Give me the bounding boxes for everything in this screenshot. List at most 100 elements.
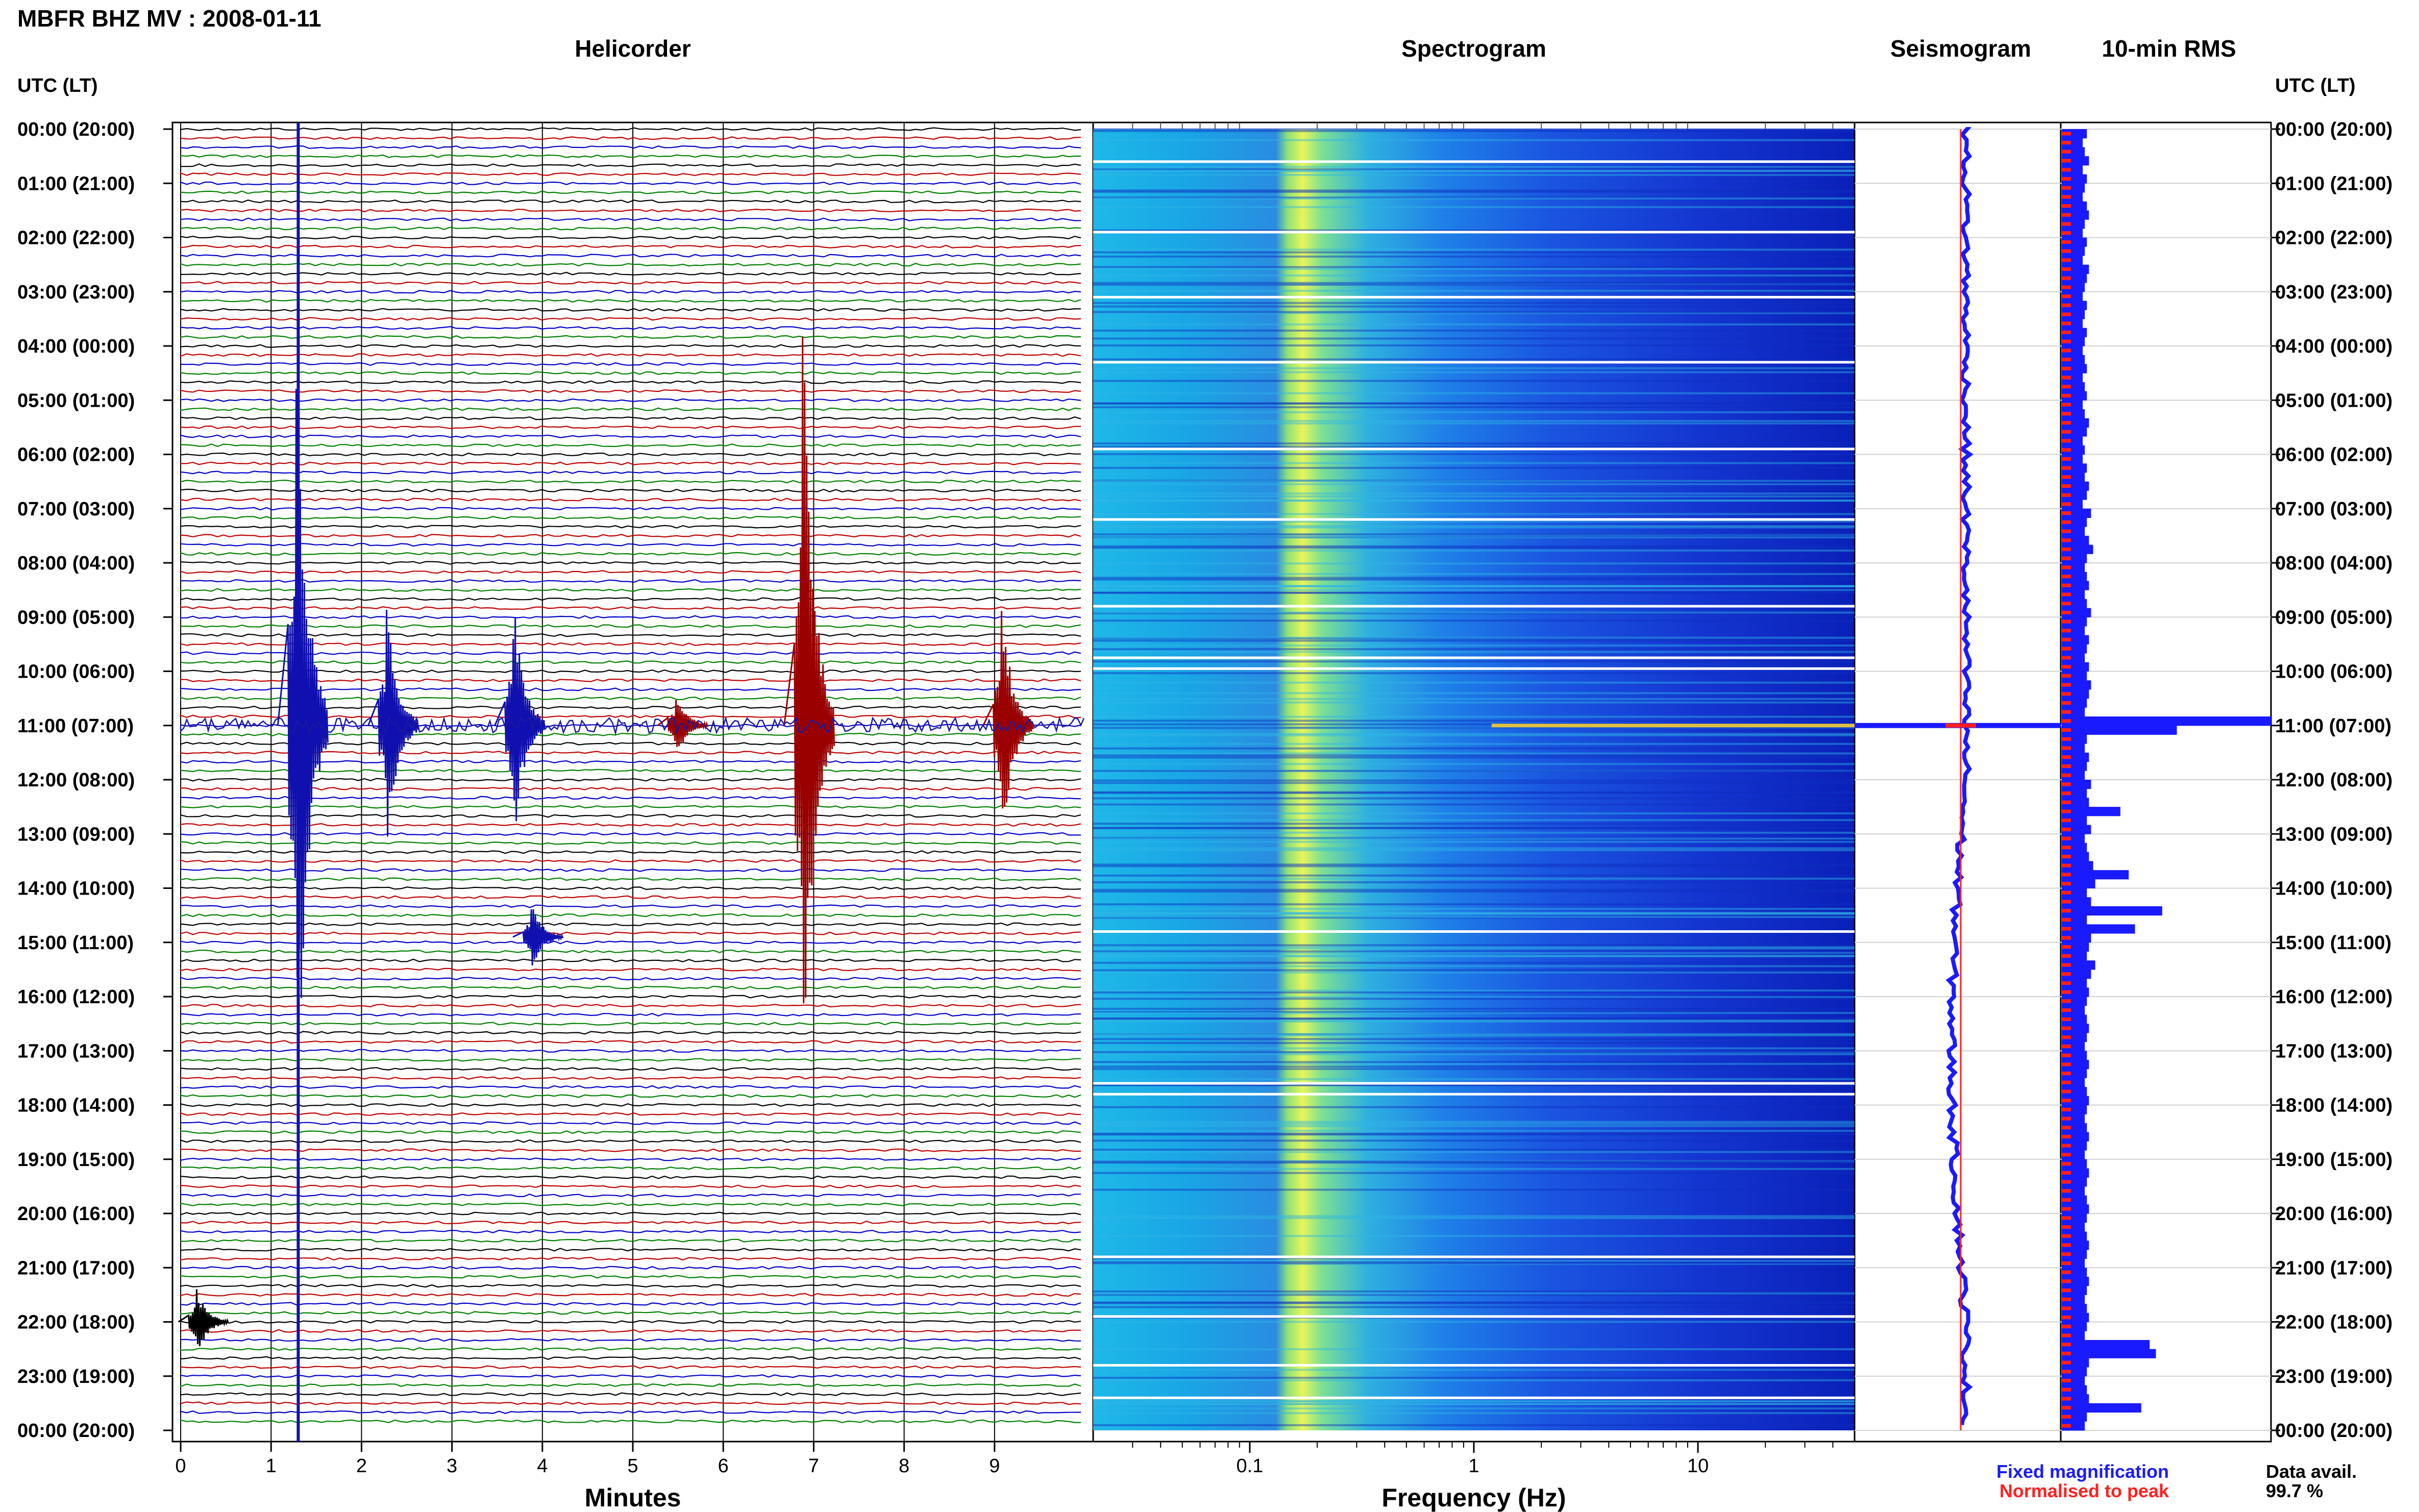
helicorder-trace-row bbox=[180, 200, 1081, 204]
rms-bar bbox=[2062, 924, 2135, 934]
rms-bar bbox=[2062, 355, 2085, 364]
rms-bar-normalised bbox=[2062, 1351, 2071, 1356]
helicorder-trace-row bbox=[180, 841, 1081, 845]
rms-bar bbox=[2062, 987, 2089, 997]
helicorder-trace-row bbox=[180, 154, 1081, 158]
helicorder-trace-row bbox=[180, 525, 1081, 529]
rms-bar-normalised bbox=[2062, 583, 2071, 587]
rms-bar bbox=[2062, 1258, 2085, 1268]
rms-bar-normalised bbox=[2062, 592, 2071, 597]
rms-bar-normalised bbox=[2062, 1397, 2071, 1401]
rms-bar-normalised bbox=[2062, 1171, 2071, 1175]
rms-bar-normalised bbox=[2062, 782, 2071, 786]
rms-bar-normalised bbox=[2062, 493, 2071, 497]
rms-bar bbox=[2062, 274, 2087, 283]
helicorder-trace-row bbox=[180, 1238, 1081, 1243]
helicorder-trace-row bbox=[180, 443, 1081, 448]
rms-bar bbox=[2062, 1014, 2087, 1024]
helicorder-trace-row bbox=[180, 353, 1081, 357]
helicorder-trace-row bbox=[180, 1148, 1081, 1152]
rms-bar-normalised bbox=[2062, 538, 2071, 542]
rms-bar bbox=[2062, 798, 2089, 807]
helicorder-trace-row bbox=[180, 1211, 1081, 1216]
rms-bar-normalised bbox=[2062, 1008, 2071, 1012]
helicorder-trace-row bbox=[180, 281, 1081, 285]
rms-bar-normalised bbox=[2062, 999, 2071, 1003]
hour-tick-left: 03:00 (23:00) bbox=[17, 282, 135, 303]
helicorder-xtick-label: 3 bbox=[447, 1455, 457, 1477]
rms-bar bbox=[2062, 969, 2091, 979]
rms-bar bbox=[2062, 1241, 2089, 1250]
helicorder-trace-row bbox=[180, 968, 1081, 972]
rms-bar-normalised bbox=[2062, 1117, 2071, 1121]
rms-bar bbox=[2062, 572, 2087, 581]
helicorder-trace-row bbox=[180, 597, 1081, 601]
time-axis-label-right: UTC (LT) bbox=[2275, 75, 2356, 96]
rms-bar-normalised bbox=[2062, 1225, 2071, 1229]
figure-title: MBFR BHZ MV : 2008-01-11 bbox=[17, 5, 322, 32]
helicorder-trace-row bbox=[180, 814, 1081, 818]
rms-bar-normalised bbox=[2062, 890, 2071, 895]
helicorder-trace-row bbox=[180, 344, 1081, 348]
helicorder-trace-row bbox=[180, 1031, 1081, 1035]
rms-bar-normalised bbox=[2062, 249, 2071, 253]
rms-bar-normalised bbox=[2062, 629, 2071, 633]
hour-tick-right: 21:00 (17:00) bbox=[2275, 1257, 2392, 1279]
rms-bar bbox=[2062, 626, 2085, 636]
rms-bar-normalised bbox=[2062, 990, 2071, 994]
rms-bar-normalised bbox=[2062, 1370, 2071, 1374]
rms-bar bbox=[2062, 743, 2085, 753]
rms-bar bbox=[2062, 436, 2083, 446]
rms-bar bbox=[2062, 544, 2093, 554]
helicorder-trace-row bbox=[180, 561, 1081, 565]
rms-bar-normalised bbox=[2062, 1180, 2071, 1184]
rms-bar bbox=[2062, 1285, 2087, 1295]
rms-bar-normalised bbox=[2062, 737, 2071, 741]
rms-bar-normalised bbox=[2062, 1288, 2071, 1293]
rms-bar-normalised bbox=[2062, 529, 2071, 533]
rms-bar-normalised bbox=[2062, 656, 2071, 660]
helicorder-trace-row bbox=[180, 588, 1081, 592]
helicorder-trace-row bbox=[180, 1194, 1081, 1198]
helicorder-trace-row bbox=[180, 1121, 1081, 1125]
rms-bar-normalised bbox=[2062, 963, 2071, 967]
rms-bar bbox=[2062, 1249, 2087, 1259]
rms-bar bbox=[2062, 337, 2085, 346]
helicorder-trace-row bbox=[180, 751, 1081, 755]
rms-bar-normalised bbox=[2062, 683, 2071, 687]
hour-tick-left: 06:00 (02:00) bbox=[17, 444, 135, 466]
hour-tick-left: 11:00 (07:00) bbox=[17, 715, 134, 737]
rms-bar-normalised bbox=[2062, 1107, 2071, 1111]
rms-bar-normalised bbox=[2062, 927, 2071, 931]
helicorder-trace-row bbox=[180, 922, 1081, 926]
rms-bar bbox=[2062, 1059, 2089, 1070]
rms-bar bbox=[2062, 409, 2085, 419]
rms-bar bbox=[2062, 1123, 2087, 1133]
rms-bar-normalised bbox=[2062, 1153, 2071, 1157]
rms-bar bbox=[2062, 201, 2087, 211]
rms-header: 10-min RMS bbox=[2102, 35, 2236, 62]
rms-bar bbox=[2062, 752, 2089, 762]
rms-bar bbox=[2062, 165, 2083, 175]
rms-bar bbox=[2062, 1340, 2150, 1350]
rms-bar-normalised bbox=[2062, 1044, 2071, 1048]
hour-tick-left: 10:00 (06:00) bbox=[17, 661, 135, 683]
hour-tick-left: 14:00 (10:00) bbox=[17, 878, 135, 900]
helicorder-trace-row bbox=[180, 642, 1081, 646]
rms-bar bbox=[2062, 788, 2087, 798]
rms-bar-normalised bbox=[2062, 475, 2071, 479]
rms-bar bbox=[2062, 897, 2091, 907]
hour-tick-left: 17:00 (13:00) bbox=[17, 1040, 135, 1062]
rms-bar bbox=[2062, 1312, 2089, 1322]
rms-bar bbox=[2062, 454, 2083, 464]
rms-bar bbox=[2062, 237, 2087, 247]
helicorder-event bbox=[783, 336, 835, 1004]
rms-bar-normalised bbox=[2062, 773, 2071, 777]
hour-tick-left: 23:00 (19:00) bbox=[17, 1366, 135, 1387]
rms-bar-normalised bbox=[2062, 376, 2071, 380]
helicorder-trace-row bbox=[180, 1166, 1081, 1171]
rms-bar bbox=[2062, 807, 2120, 816]
helicorder-xtick-label: 4 bbox=[537, 1455, 548, 1477]
helicorder-trace-row bbox=[180, 769, 1081, 773]
rms-bar-normalised bbox=[2062, 692, 2071, 696]
